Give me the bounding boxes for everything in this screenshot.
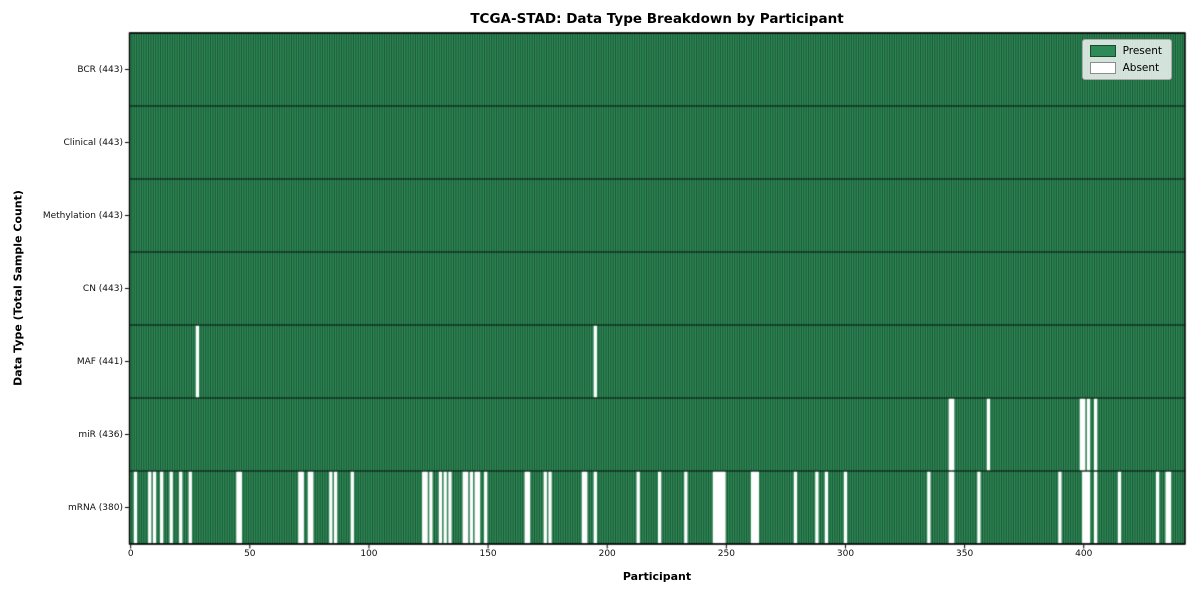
- x-tick-label-50: 50: [244, 549, 256, 559]
- x-tick-label-400: 400: [1075, 549, 1093, 559]
- x-tick-label-150: 150: [479, 549, 497, 559]
- x-tick-label-200: 200: [598, 549, 616, 559]
- x-tick-label-350: 350: [956, 549, 974, 559]
- present-swatch-icon: [1089, 45, 1116, 57]
- x-tick-label-0: 0: [127, 549, 134, 559]
- legend: Present Absent: [1081, 39, 1172, 80]
- y-tick-label-BCR: BCR (443): [77, 64, 123, 75]
- legend-item-present: Present: [1089, 44, 1162, 57]
- y-tick-label-Methylation: Methylation (443): [42, 210, 123, 221]
- y-tick-label-Clinical: Clinical (443): [63, 137, 123, 148]
- chart-title: TCGA-STAD: Data Type Breakdown by Partic…: [470, 11, 844, 27]
- x-tick-label-300: 300: [836, 549, 855, 559]
- x-axis-label: Participant: [622, 570, 692, 583]
- y-tick-label-mRNA: mRNA (380): [68, 502, 123, 513]
- x-tick-label-100: 100: [360, 549, 378, 559]
- legend-label-absent: Absent: [1122, 61, 1160, 74]
- x-tick-label-250: 250: [717, 549, 735, 559]
- legend-item-absent: Absent: [1089, 61, 1162, 74]
- y-tick-label-CN: CN (443): [82, 283, 123, 294]
- legend-label-present: Present: [1122, 44, 1162, 57]
- y-tick-label-miR: miR (436): [78, 429, 123, 440]
- y-tick-label-MAF: MAF (441): [76, 356, 123, 367]
- absent-swatch-icon: [1089, 62, 1116, 74]
